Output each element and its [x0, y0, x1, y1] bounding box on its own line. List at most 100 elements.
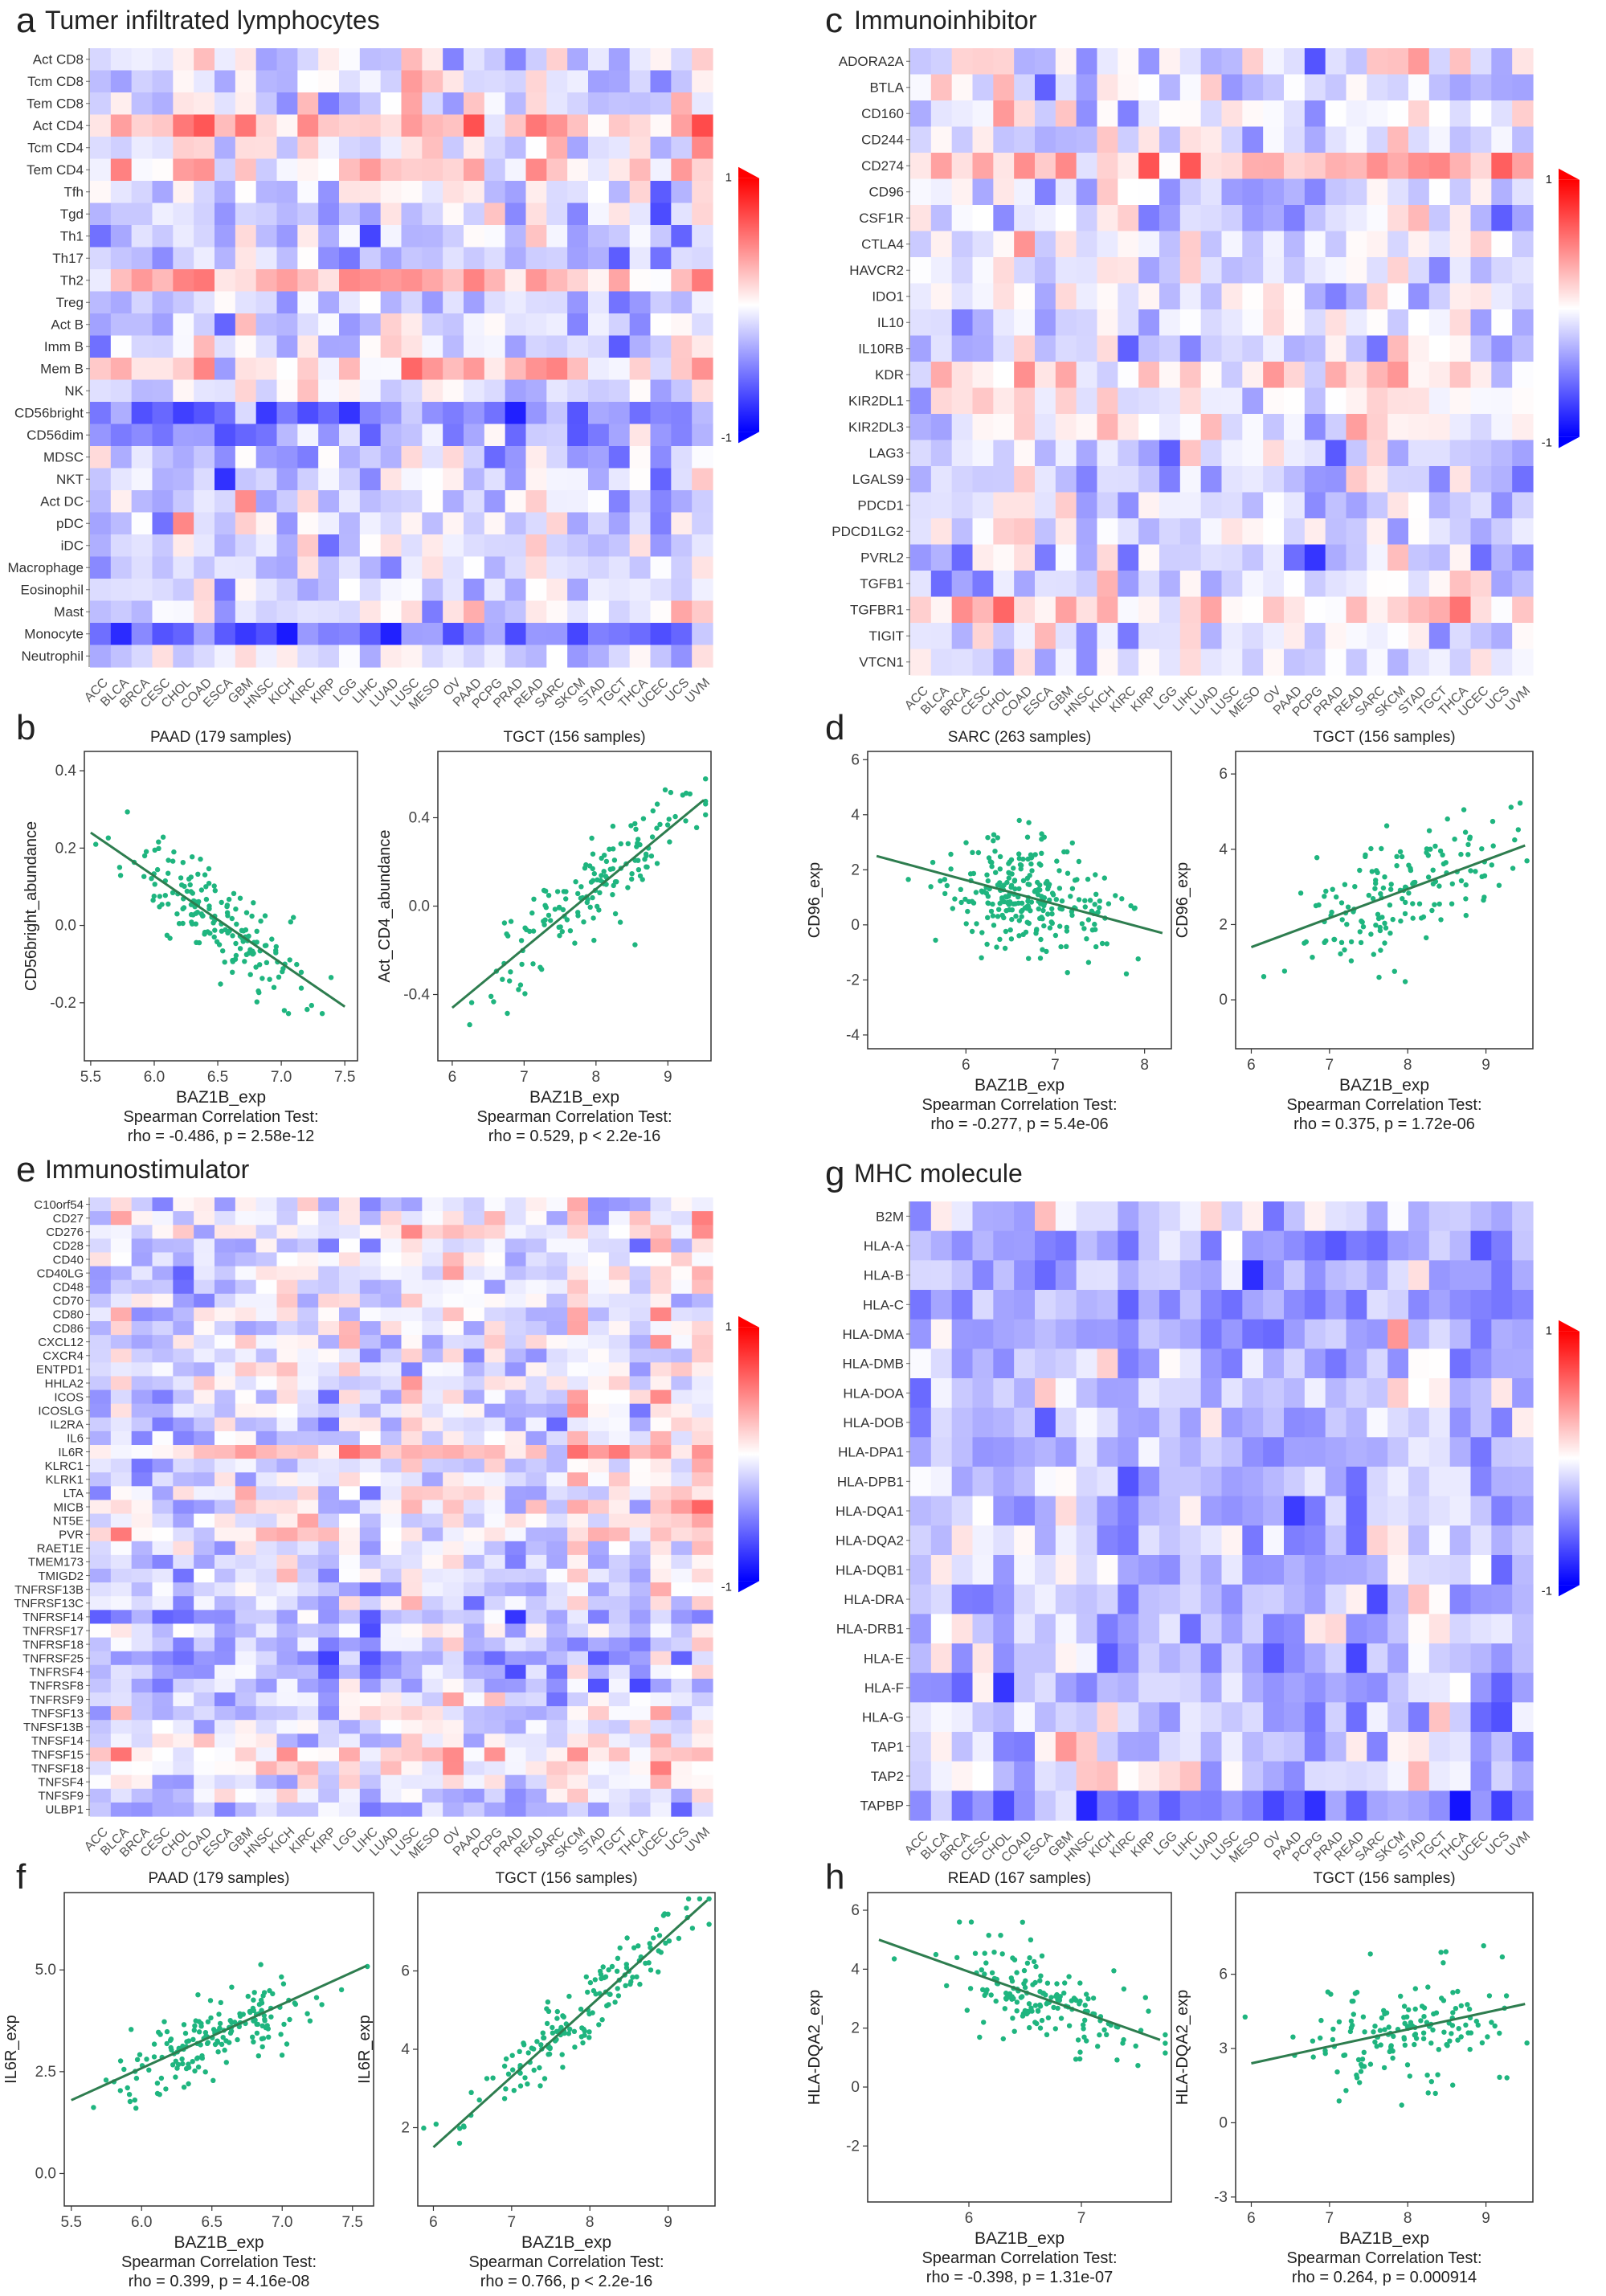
heatmap-cell: [1512, 1732, 1534, 1762]
heatmap-cell: [464, 1389, 485, 1405]
heatmap-cell: [608, 1651, 631, 1666]
scatter-point: [1069, 840, 1076, 846]
heatmap-cell: [629, 1211, 652, 1226]
heatmap-cell: [464, 335, 485, 358]
heatmap-cell: [1491, 492, 1513, 519]
heatmap-cell: [505, 1761, 527, 1776]
x-axis-label: BAZ1B_exp: [1339, 1076, 1429, 1095]
heatmap-cell: [993, 414, 1015, 441]
heatmap-cell: [671, 534, 693, 558]
heatmap-cell: [464, 1238, 485, 1254]
heatmap-cell: [235, 1541, 257, 1556]
heatmap-cell: [567, 1664, 589, 1680]
scatter-point: [995, 914, 1001, 919]
heatmap-cell: [1346, 544, 1367, 571]
heatmap-cell: [194, 1554, 215, 1570]
heatmap-cell: [110, 1527, 133, 1542]
heatmap-cell: [588, 1678, 610, 1693]
heatmap-cell: [443, 1554, 464, 1570]
heatmap-cell: [235, 1637, 257, 1652]
heatmap-cell: [1097, 1702, 1118, 1733]
heatmap-cell: [339, 1610, 361, 1625]
heatmap-cell: [505, 181, 527, 204]
heatmap-cell: [255, 556, 278, 579]
regression-line: [876, 854, 1163, 935]
heatmap-cell: [1512, 126, 1534, 153]
heatmap-cell: [930, 1230, 953, 1261]
heatmap-cell: [567, 1554, 589, 1570]
heatmap-cell: [546, 1692, 568, 1707]
heatmap-cell: [972, 1201, 994, 1232]
heatmap-cell: [650, 424, 672, 447]
heatmap-cell: [1200, 153, 1223, 180]
heatmap-cell: [1200, 492, 1223, 519]
heatmap-cell: [525, 1403, 547, 1418]
heatmap-cell: [276, 1527, 298, 1542]
heatmap-cell: [650, 490, 672, 514]
heatmap-cell: [1449, 1672, 1472, 1703]
heatmap-cell: [608, 203, 631, 226]
heatmap-cell: [1076, 283, 1098, 310]
heatmap-cell: [1325, 1290, 1347, 1320]
heatmap-cell: [194, 1513, 215, 1529]
heatmap-cell: [255, 70, 278, 93]
heatmap-cell: [1346, 283, 1367, 310]
heatmap-cell: [255, 1389, 278, 1405]
heatmap-cell: [464, 379, 485, 403]
heatmap-cell: [339, 1733, 361, 1749]
heatmap-cell: [1055, 1378, 1077, 1409]
heatmap-cell: [1221, 178, 1243, 206]
heatmap-cell: [276, 1692, 298, 1707]
heatmap-cell: [235, 158, 257, 182]
heatmap-row-label: IDO1: [872, 289, 904, 305]
heatmap-cell: [1428, 1761, 1451, 1791]
heatmap-cell: [1408, 466, 1430, 493]
heatmap-cell: [1387, 1319, 1409, 1349]
heatmap-cell: [1387, 649, 1409, 676]
heatmap-cell: [152, 579, 174, 602]
scatter-point: [1007, 927, 1013, 933]
heatmap-cell: [505, 1802, 527, 1817]
heatmap-cell: [276, 1554, 298, 1570]
heatmap-cell: [235, 1486, 257, 1501]
heatmap-cell: [1284, 623, 1306, 650]
heatmap-column-label: UVM: [1503, 684, 1533, 714]
scatter-point: [166, 857, 171, 863]
heatmap-cell: [1159, 1319, 1181, 1349]
heatmap-cell: [505, 1692, 527, 1707]
heatmap-cell: [1263, 1584, 1285, 1615]
stat-test-label: Spearman Correlation Test:: [123, 1108, 318, 1126]
heatmap-cell: [1470, 1201, 1492, 1232]
heatmap-cell: [464, 1252, 485, 1267]
heatmap-cell: [1304, 1201, 1326, 1232]
heatmap-cell: [608, 137, 631, 160]
heatmap-cell: [608, 1774, 631, 1790]
heatmap-cell: [1221, 153, 1243, 180]
scatter-point: [508, 919, 514, 924]
heatmap-cell: [1221, 1702, 1243, 1733]
heatmap-cell: [1449, 1378, 1472, 1409]
scatter-point: [1037, 882, 1043, 888]
heatmap-cell: [546, 1321, 568, 1336]
heatmap-cell: [588, 1225, 610, 1239]
heatmap-cell: [235, 1417, 257, 1432]
heatmap-cell: [152, 446, 174, 469]
heatmap-cell: [297, 203, 319, 226]
heatmap-cell: [297, 1376, 319, 1391]
heatmap-cell: [152, 1513, 174, 1529]
heatmap-cell: [131, 512, 153, 535]
heatmap-cell: [380, 1678, 403, 1693]
heatmap-cell: [1035, 1791, 1056, 1821]
heatmap-row-label: ICOSLG: [38, 1404, 84, 1418]
x-tick-label: 6: [962, 1057, 971, 1074]
heatmap-cell: [1284, 518, 1306, 546]
heatmap-cell: [1159, 518, 1181, 546]
heatmap-cell: [1221, 1467, 1243, 1497]
scatter-point: [259, 2000, 265, 2006]
heatmap-cell: [318, 1238, 340, 1254]
heatmap-cell: [629, 1197, 652, 1212]
heatmap-cell: [339, 203, 361, 226]
heatmap-cell: [650, 645, 672, 668]
heatmap-cell: [1263, 466, 1285, 493]
heatmap-cell: [692, 137, 713, 160]
